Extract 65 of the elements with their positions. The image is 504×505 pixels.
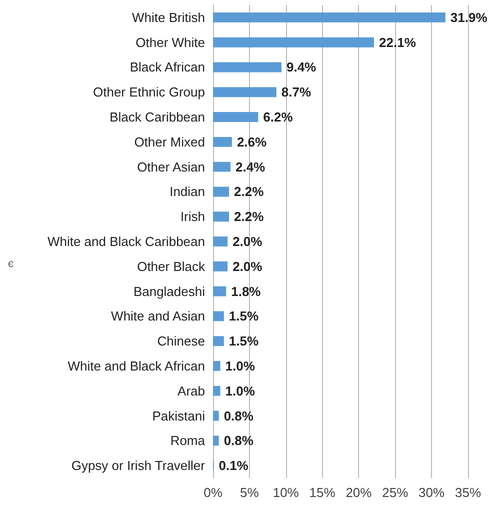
y-tick-label: White and Asian xyxy=(111,308,205,324)
bar xyxy=(213,336,224,346)
y-tick-label: Chinese xyxy=(157,334,205,349)
data-label: 2.2% xyxy=(234,209,264,224)
data-label: 6.2% xyxy=(263,110,294,125)
bar xyxy=(213,87,276,98)
y-tick-label: Arab xyxy=(178,383,205,398)
y-tick-label: Other Asian xyxy=(137,159,205,174)
y-tick-label: Other Ethnic Group xyxy=(93,84,205,100)
data-label: 1.8% xyxy=(231,284,262,299)
data-label: 0.8% xyxy=(224,433,254,448)
data-label: 0.8% xyxy=(224,408,254,424)
y-tick-label: Black African xyxy=(130,60,205,75)
x-tick-label: 30% xyxy=(418,485,446,500)
data-label: 1.0% xyxy=(225,358,256,374)
bar xyxy=(213,360,220,371)
bar xyxy=(213,37,374,48)
x-tick-label: 25% xyxy=(382,485,409,500)
bar xyxy=(213,212,230,222)
data-label: 2.0% xyxy=(232,258,263,274)
y-tick-label: Other White xyxy=(136,34,205,50)
bar xyxy=(213,136,232,147)
bar xyxy=(213,410,219,421)
bar xyxy=(213,436,219,446)
data-label: 1.5% xyxy=(228,308,259,324)
y-tick-label: Pakistani xyxy=(152,408,206,424)
data-label: 9.4% xyxy=(286,60,317,75)
y-tick-label: White and Black African xyxy=(68,358,205,374)
bar xyxy=(213,261,228,272)
x-tick-label: 0% xyxy=(204,485,223,500)
bar xyxy=(213,186,230,197)
y-tick-label: Indian xyxy=(170,184,205,200)
x-tick-label: 35% xyxy=(454,485,482,500)
y-tick-label: Other Black xyxy=(137,258,206,274)
y-tick-label: Roma xyxy=(170,433,206,448)
data-label: 2.2% xyxy=(234,184,264,200)
x-tick-label: 20% xyxy=(346,485,372,500)
bar xyxy=(213,62,282,72)
bar xyxy=(213,386,220,396)
data-label: 1.5% xyxy=(228,334,259,349)
bar xyxy=(213,12,446,22)
x-tick-label: 10% xyxy=(272,485,300,500)
y-tick-label: Other Mixed xyxy=(134,134,205,150)
data-label: 2.4% xyxy=(235,159,266,174)
bar xyxy=(213,236,228,246)
bar xyxy=(213,311,224,322)
y-tick-label: Gypsy or Irish Traveller xyxy=(71,458,206,474)
data-label: 8.7% xyxy=(281,84,312,100)
data-label: 0.1% xyxy=(218,458,249,474)
bar xyxy=(213,112,258,122)
x-tick-label: 5% xyxy=(240,485,260,500)
y-tick-label: Bangladeshi xyxy=(133,284,206,299)
data-label: 31.9% xyxy=(450,10,488,25)
bar xyxy=(213,286,226,296)
data-label: 2.6% xyxy=(236,134,268,150)
data-label: 1.0% xyxy=(225,383,256,398)
y-tick-label: Black Caribbean xyxy=(110,110,205,125)
x-tick-label: 15% xyxy=(309,485,336,500)
y-tick-label: White and Black Caribbean xyxy=(47,234,205,249)
text: є xyxy=(8,258,14,270)
bar xyxy=(213,162,230,172)
data-label: 22.1% xyxy=(379,34,416,50)
y-tick-label: White British xyxy=(132,10,205,25)
y-tick-label: Irish xyxy=(180,209,205,224)
data-label: 2.0% xyxy=(232,234,263,249)
